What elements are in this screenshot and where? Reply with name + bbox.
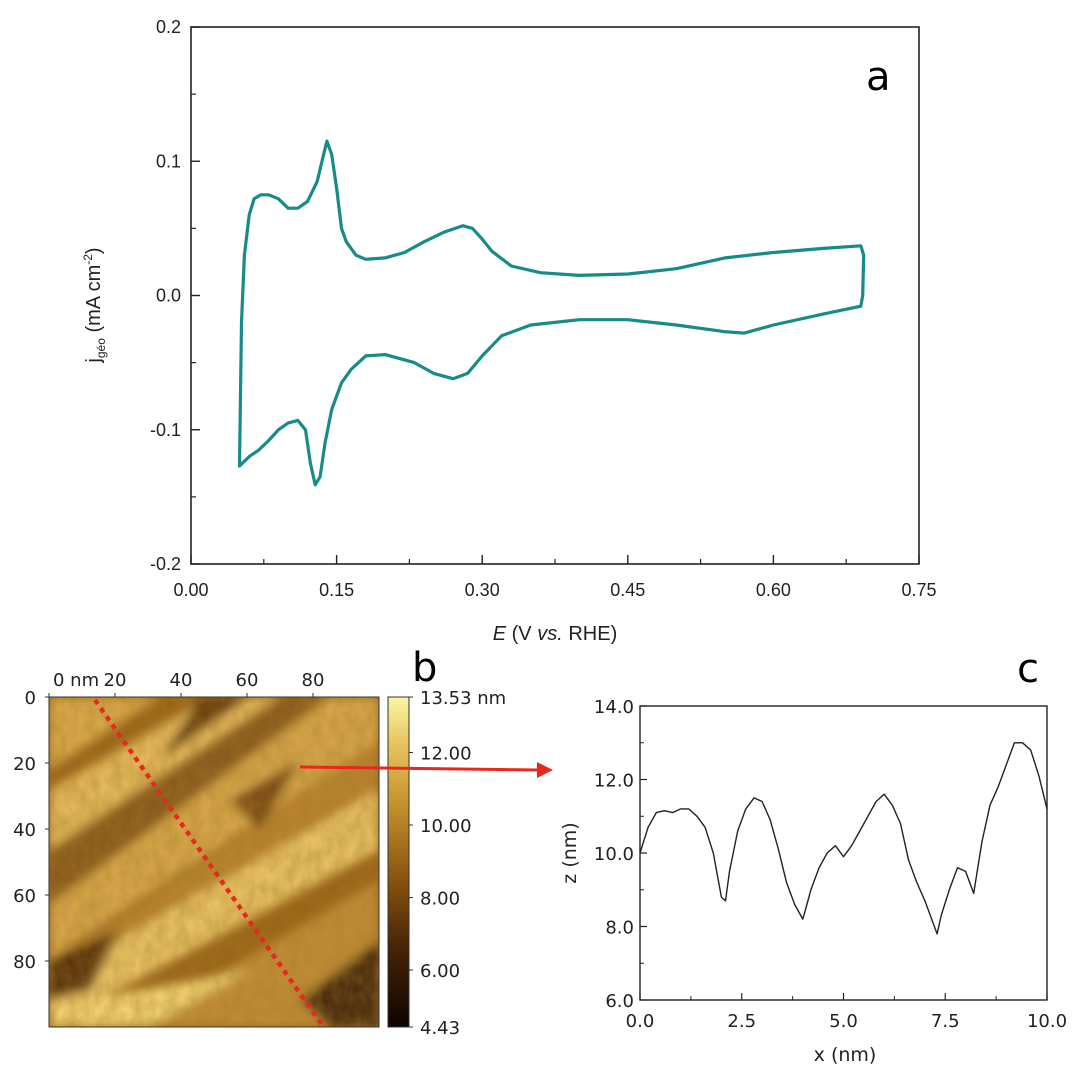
c-y-tick-label: 8.0: [605, 918, 634, 939]
b-x-tick-label: 80: [302, 670, 325, 691]
profile-arrow-line: [299, 765, 539, 772]
panel-a-ticks: 0.00 0.15 0.30 0.45 0.60 0.75 0.2 0.1 0.0 -0.1 -0.…: [150, 17, 937, 600]
b-y-tick-label: 0: [25, 688, 36, 709]
afm-frame: [48, 696, 380, 1028]
a-x-tick-label: 0.75: [901, 580, 936, 600]
panel-c: 0.0 2.5 5.0 7.5 10.0 14.0 12.0 10.0 8.0 6.0 c x (…: [559, 646, 1067, 1066]
c-y-tick-label: 12.0: [594, 771, 634, 792]
panel-c-ticks: 0.0 2.5 5.0 7.5 10.0 14.0 12.0 10.0 8.0 6.0: [594, 697, 1067, 1032]
colorbar-tick-label: 8.00: [420, 889, 460, 910]
panel-a-ylabel: jgéo (mA cm-2): [81, 247, 108, 363]
colorbar-tick-label: 10.00: [420, 816, 472, 837]
a-y-tick-label: 0.0: [156, 286, 181, 306]
colorbar-tick-label: 12.00: [420, 743, 472, 764]
b-x-tick-label: 60: [236, 670, 259, 691]
colorbar-tick-label: 6.00: [420, 961, 460, 982]
b-y-tick-label: 20: [13, 754, 36, 775]
c-x-tick-label: 0.0: [626, 1011, 655, 1032]
afm-height-image: [49, 697, 379, 1027]
b-x-tick-label: 40: [170, 670, 193, 691]
a-x-tick-label: 0.00: [173, 580, 208, 600]
panel-a-xlabel: E (V vs. RHE): [493, 623, 617, 645]
a-y-tick-label: -0.2: [150, 554, 181, 574]
colorbar-ticks: 13.53 nm 12.00 10.00 8.00 6.00 4.43: [409, 688, 506, 1039]
a-x-tick-label: 0.15: [319, 580, 354, 600]
a-y-tick-label: 0.1: [156, 151, 181, 171]
c-y-tick-label: 14.0: [594, 697, 634, 718]
b-x-tick-label: 0 nm: [53, 670, 99, 691]
profile-arrow-head: [537, 762, 553, 778]
b-y-tick-label: 40: [13, 820, 36, 841]
b-y-tick-label: 80: [13, 952, 36, 973]
a-x-tick-label: 0.45: [610, 580, 645, 600]
a-x-tick-label: 0.30: [465, 580, 500, 600]
profile-line: [93, 698, 324, 1027]
a-x-tick-label: 0.60: [756, 580, 791, 600]
c-x-tick-label: 10.0: [1027, 1011, 1067, 1032]
panel-c-plot-frame: [639, 705, 1048, 1001]
panel-a-letter: a: [866, 54, 891, 100]
c-y-tick-label: 6.0: [605, 991, 634, 1012]
colorbar-tick-label: 4.43: [420, 1018, 460, 1039]
height-profile-curve: [639, 742, 1048, 935]
c-x-tick-label: 7.5: [931, 1011, 960, 1032]
b-y-tick-label: 60: [13, 886, 36, 907]
panel-c-xlabel: x (nm): [814, 1044, 877, 1066]
a-y-tick-label: 0.2: [156, 17, 181, 37]
panel-c-letter: c: [1017, 646, 1039, 692]
panel-a-plot-frame: [190, 26, 920, 565]
colorbar: [387, 696, 410, 1028]
c-y-tick-label: 10.0: [594, 844, 634, 865]
colorbar-tick-label: 13.53 nm: [420, 688, 506, 709]
c-x-tick-label: 2.5: [727, 1011, 756, 1032]
panel-c-ylabel: z (nm): [559, 822, 581, 883]
panel-b-letter: b: [412, 645, 437, 691]
a-y-tick-label: -0.1: [150, 420, 181, 440]
b-x-tick-label: 20: [104, 670, 127, 691]
panel-a: 0.00 0.15 0.30 0.45 0.60 0.75 0.2 0.1 0.0 -0.1 -0.…: [81, 17, 937, 645]
c-x-tick-label: 5.0: [829, 1011, 858, 1032]
cv-curve: [237, 139, 866, 487]
